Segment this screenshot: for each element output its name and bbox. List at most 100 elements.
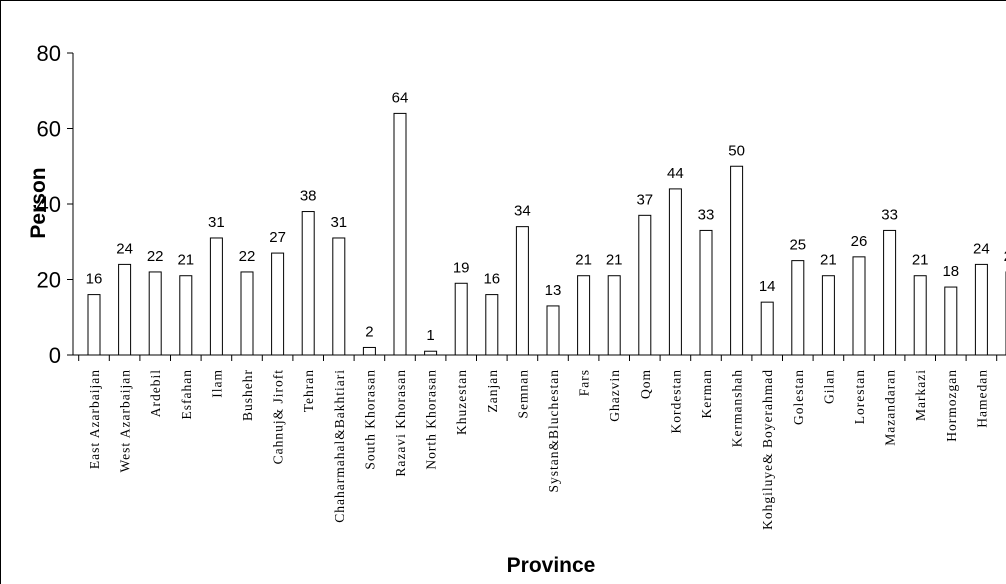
data-label: 50 bbox=[728, 142, 745, 159]
category-label: Cahnuj& Jiroft bbox=[271, 369, 286, 464]
data-label: 31 bbox=[208, 214, 225, 231]
category-label: West Azarbaijan bbox=[118, 369, 133, 473]
bar bbox=[577, 275, 591, 356]
data-label: 21 bbox=[606, 252, 623, 269]
bar bbox=[546, 305, 560, 356]
category-label: Hamedan bbox=[974, 369, 989, 428]
category-label: Chaharmahal&Bakhtiari bbox=[332, 369, 347, 523]
bar bbox=[821, 275, 835, 356]
category-label: Lorestan bbox=[852, 369, 867, 424]
data-label: 44 bbox=[667, 165, 684, 182]
bar bbox=[730, 165, 744, 356]
bar bbox=[454, 282, 468, 356]
category-label: Khuzestan bbox=[454, 369, 469, 435]
category-label: Ilam bbox=[209, 369, 224, 398]
category-label: Gilan bbox=[821, 369, 836, 404]
category-label: Esfahan bbox=[179, 369, 194, 419]
bars bbox=[87, 112, 1006, 356]
data-label: 33 bbox=[881, 206, 898, 223]
category-label: Kermanshah bbox=[730, 369, 745, 447]
bar bbox=[791, 260, 805, 356]
category-label: Mazandaran bbox=[883, 369, 898, 446]
bar bbox=[883, 229, 897, 356]
category-label: Golestan bbox=[791, 369, 806, 425]
bar bbox=[668, 188, 682, 356]
category-label: Bushehr bbox=[240, 369, 255, 421]
bar bbox=[240, 271, 254, 356]
category-label: North Khorasan bbox=[424, 369, 439, 470]
bar bbox=[209, 237, 223, 356]
data-label: 37 bbox=[636, 191, 653, 208]
category-label: Qom bbox=[638, 369, 653, 399]
data-label: 26 bbox=[851, 233, 868, 250]
bar bbox=[485, 294, 499, 356]
bar bbox=[699, 229, 713, 356]
data-label: 21 bbox=[912, 252, 929, 269]
data-label: 27 bbox=[269, 229, 286, 246]
bar bbox=[179, 275, 193, 356]
bar bbox=[638, 214, 652, 356]
category-label: East Azarbaijan bbox=[87, 369, 102, 469]
data-label: 2 bbox=[365, 323, 373, 340]
data-label: 22 bbox=[147, 248, 164, 265]
category-label: Tehran bbox=[301, 369, 316, 412]
y-tick-label: 0 bbox=[49, 343, 61, 368]
bar bbox=[760, 301, 774, 356]
data-label: 16 bbox=[86, 271, 103, 288]
category-label: Semnan bbox=[515, 369, 530, 419]
data-label: 34 bbox=[514, 203, 531, 220]
x-axis-title: Province bbox=[507, 554, 596, 577]
category-labels: East Azarbaijan West Azarbaijan Ardebil Esf… bbox=[87, 369, 1006, 530]
data-label: 33 bbox=[698, 206, 715, 223]
bar bbox=[393, 112, 407, 356]
category-label: Razavi Khorasan bbox=[393, 369, 408, 477]
bar bbox=[332, 237, 346, 356]
bar bbox=[852, 256, 866, 356]
y-axis-title: Person bbox=[27, 167, 50, 238]
category-label: Markazi bbox=[913, 369, 928, 421]
y-tick-label: 40 bbox=[37, 192, 61, 217]
data-label: 24 bbox=[116, 240, 133, 257]
y-axis: 0 20 40 60 80 bbox=[37, 41, 1006, 368]
data-label: 25 bbox=[789, 237, 806, 254]
bar bbox=[974, 263, 988, 356]
data-label: 18 bbox=[942, 263, 959, 280]
bar bbox=[271, 252, 285, 356]
category-label: Systan&Bluchestan bbox=[546, 369, 561, 493]
category-label: Kerman bbox=[699, 369, 714, 418]
category-label: Kordestan bbox=[668, 369, 683, 433]
data-label: 21 bbox=[575, 252, 592, 269]
data-label: 16 bbox=[483, 271, 500, 288]
bar bbox=[424, 350, 438, 356]
bar bbox=[913, 275, 927, 356]
data-label: 24 bbox=[973, 240, 990, 257]
data-label: 19 bbox=[453, 259, 470, 276]
bar bbox=[87, 294, 101, 356]
data-label: 21 bbox=[820, 252, 837, 269]
bar bbox=[944, 286, 958, 356]
y-tick-label: 60 bbox=[37, 117, 61, 142]
bar bbox=[607, 275, 621, 356]
data-label: 64 bbox=[392, 89, 409, 106]
data-label: 22 bbox=[239, 248, 256, 265]
category-label: South Khorasan bbox=[362, 369, 377, 470]
y-tick-label: 80 bbox=[37, 41, 61, 66]
category-label: Hormozgan bbox=[944, 369, 959, 442]
category-label: Kohgiluye& Boyerahmad bbox=[760, 369, 775, 530]
bar bbox=[148, 271, 162, 356]
category-label: Zanjan bbox=[485, 369, 500, 412]
data-label: 38 bbox=[300, 188, 317, 205]
data-label: 1 bbox=[426, 327, 434, 344]
data-label: 22 bbox=[1004, 248, 1006, 265]
data-labels: 16 24 22 21 31 22 27 38 31 2 64 1 19 16 34 13 21 21 37 44 33… bbox=[86, 89, 1006, 344]
data-label: 31 bbox=[330, 214, 347, 231]
data-label: 21 bbox=[177, 252, 194, 269]
bar bbox=[362, 346, 376, 356]
category-label: Fars bbox=[577, 369, 592, 396]
bar bbox=[118, 263, 132, 356]
category-label: Ardebil bbox=[148, 369, 163, 417]
data-label: 14 bbox=[759, 278, 776, 295]
bar bbox=[301, 211, 315, 356]
